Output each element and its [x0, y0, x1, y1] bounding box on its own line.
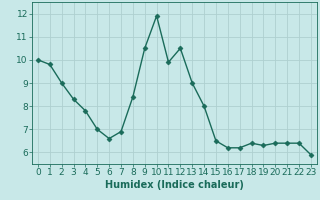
X-axis label: Humidex (Indice chaleur): Humidex (Indice chaleur) — [105, 180, 244, 190]
